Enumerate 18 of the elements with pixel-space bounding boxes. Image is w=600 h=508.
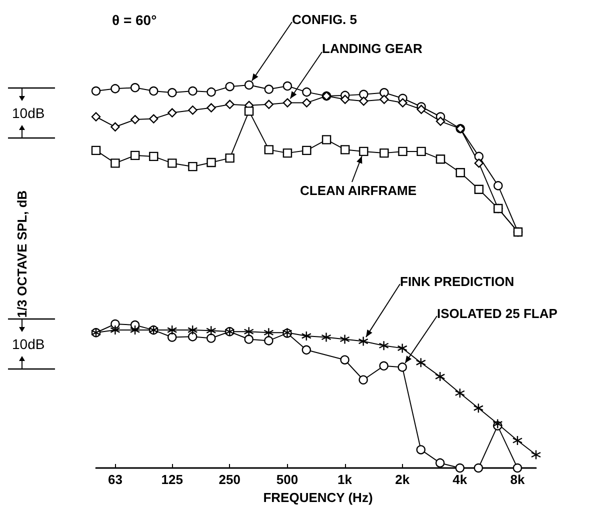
chart-title: θ = 60°: [112, 12, 157, 28]
x-tick-label: 8k: [510, 472, 526, 487]
x-tick-label: 4k: [452, 472, 468, 487]
x-tick-label: 250: [218, 472, 241, 487]
text: CONFIG. 5: [292, 12, 358, 27]
text: 10dB: [12, 105, 45, 121]
text: FINK PREDICTION: [400, 274, 514, 289]
x-tick-label: 2k: [395, 472, 410, 487]
y-axis-title: 1/3 OCTAVE SPL, dB: [14, 190, 30, 318]
x-tick-label: 125: [161, 472, 183, 487]
x-tick-label: 1k: [338, 472, 353, 487]
x-tick-label: 500: [276, 472, 298, 487]
x-axis-title: FREQUENCY (Hz): [263, 490, 373, 505]
text: ISOLATED 25 FLAP: [437, 306, 558, 321]
text: 10dB: [12, 336, 45, 352]
legend-label: CLEAN AIRFRAME: [300, 183, 417, 198]
x-tick-label: 63: [108, 472, 122, 487]
text: LANDING GEAR: [322, 41, 422, 56]
